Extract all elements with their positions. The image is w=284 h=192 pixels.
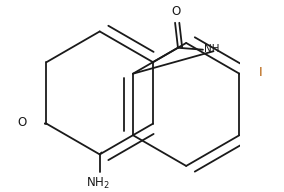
Text: O: O	[172, 5, 181, 18]
Text: NH$_2$: NH$_2$	[86, 175, 110, 191]
Text: NH: NH	[204, 44, 220, 54]
Text: O: O	[17, 116, 26, 129]
Text: I: I	[258, 66, 262, 79]
